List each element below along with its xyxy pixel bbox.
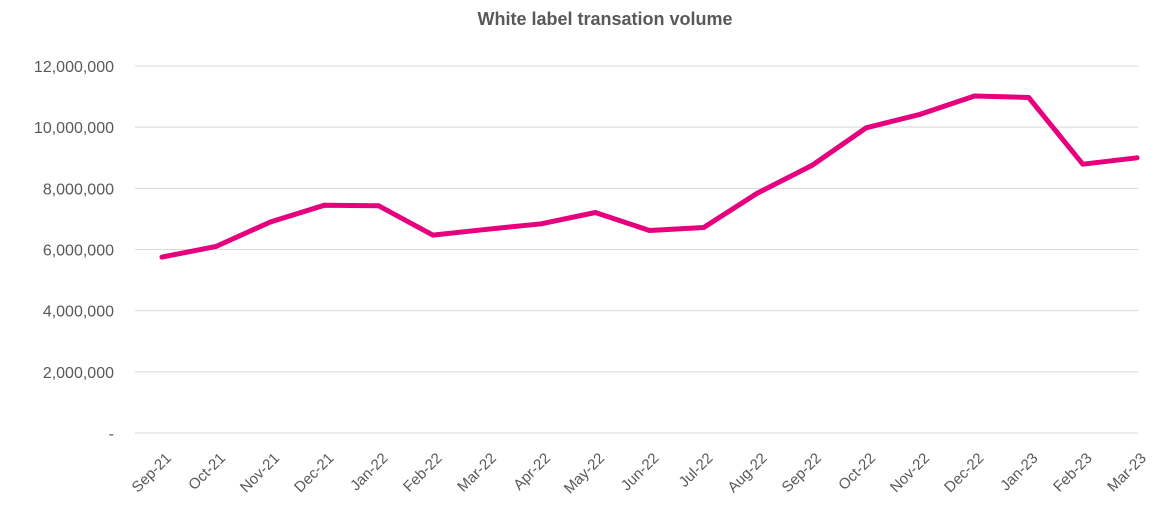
- data-point: [430, 232, 436, 238]
- data-point: [538, 221, 544, 227]
- y-tick-label: 6,000,000: [43, 243, 114, 260]
- y-tick-label: 4,000,000: [43, 304, 114, 321]
- data-point: [755, 190, 761, 196]
- series-layer: [159, 93, 1140, 260]
- data-point: [267, 219, 273, 225]
- x-tick-label: Feb-22: [400, 450, 446, 496]
- data-point: [701, 225, 707, 230]
- y-axis-ticks: - 2,000,000 4,000,000 6,000,000 8,000,000 10,…: [34, 59, 114, 443]
- data-point: [322, 202, 327, 208]
- x-tick-label: Oct-22: [835, 450, 879, 494]
- data-point: [484, 226, 490, 232]
- data-point: [972, 93, 977, 99]
- gridlines: [135, 65, 1138, 434]
- x-tick-label: Nov-21: [237, 450, 283, 496]
- chart-title: White label transation volume: [477, 9, 732, 29]
- data-point: [647, 228, 652, 233]
- data-point: [592, 210, 598, 215]
- x-tick-label: Feb-23: [1050, 450, 1096, 496]
- data-point: [1080, 161, 1086, 167]
- data-point: [1134, 155, 1140, 161]
- x-tick-label: Sep-21: [129, 450, 175, 496]
- x-tick-label: May-22: [561, 450, 608, 497]
- x-tick-label: Jan-23: [997, 450, 1041, 494]
- x-tick-label: Mar-22: [454, 450, 500, 496]
- y-tick-label: 8,000,000: [43, 181, 114, 198]
- x-axis-ticks: Sep-21 Oct-21 Nov-21 Dec-21 Jan-22 Feb-22 Mar-…: [129, 450, 1150, 497]
- data-point: [863, 125, 869, 131]
- x-tick-label: Mar-23: [1104, 450, 1150, 496]
- x-tick-label: Sep-22: [779, 450, 825, 496]
- y-tick-label: 2,000,000: [43, 365, 114, 382]
- x-tick-label: Dec-21: [291, 450, 337, 496]
- data-point: [1026, 95, 1032, 100]
- data-point: [809, 162, 815, 168]
- x-tick-label: Jan-22: [347, 450, 391, 494]
- x-tick-label: Dec-22: [941, 450, 987, 496]
- x-tick-label: Apr-22: [510, 450, 554, 494]
- data-point: [159, 254, 165, 260]
- y-tick-label: 10,000,000: [34, 120, 114, 137]
- x-tick-label: Aug-22: [724, 450, 770, 496]
- x-tick-label: Oct-21: [185, 450, 229, 494]
- data-point: [213, 244, 219, 249]
- data-point: [917, 111, 923, 117]
- x-tick-label: Jun-22: [618, 450, 662, 494]
- y-tick-label: -: [109, 426, 114, 443]
- data-point: [376, 203, 382, 209]
- y-tick-label: 12,000,000: [34, 59, 114, 76]
- x-tick-label: Nov-22: [887, 450, 933, 496]
- x-tick-label: Jul-22: [676, 450, 717, 491]
